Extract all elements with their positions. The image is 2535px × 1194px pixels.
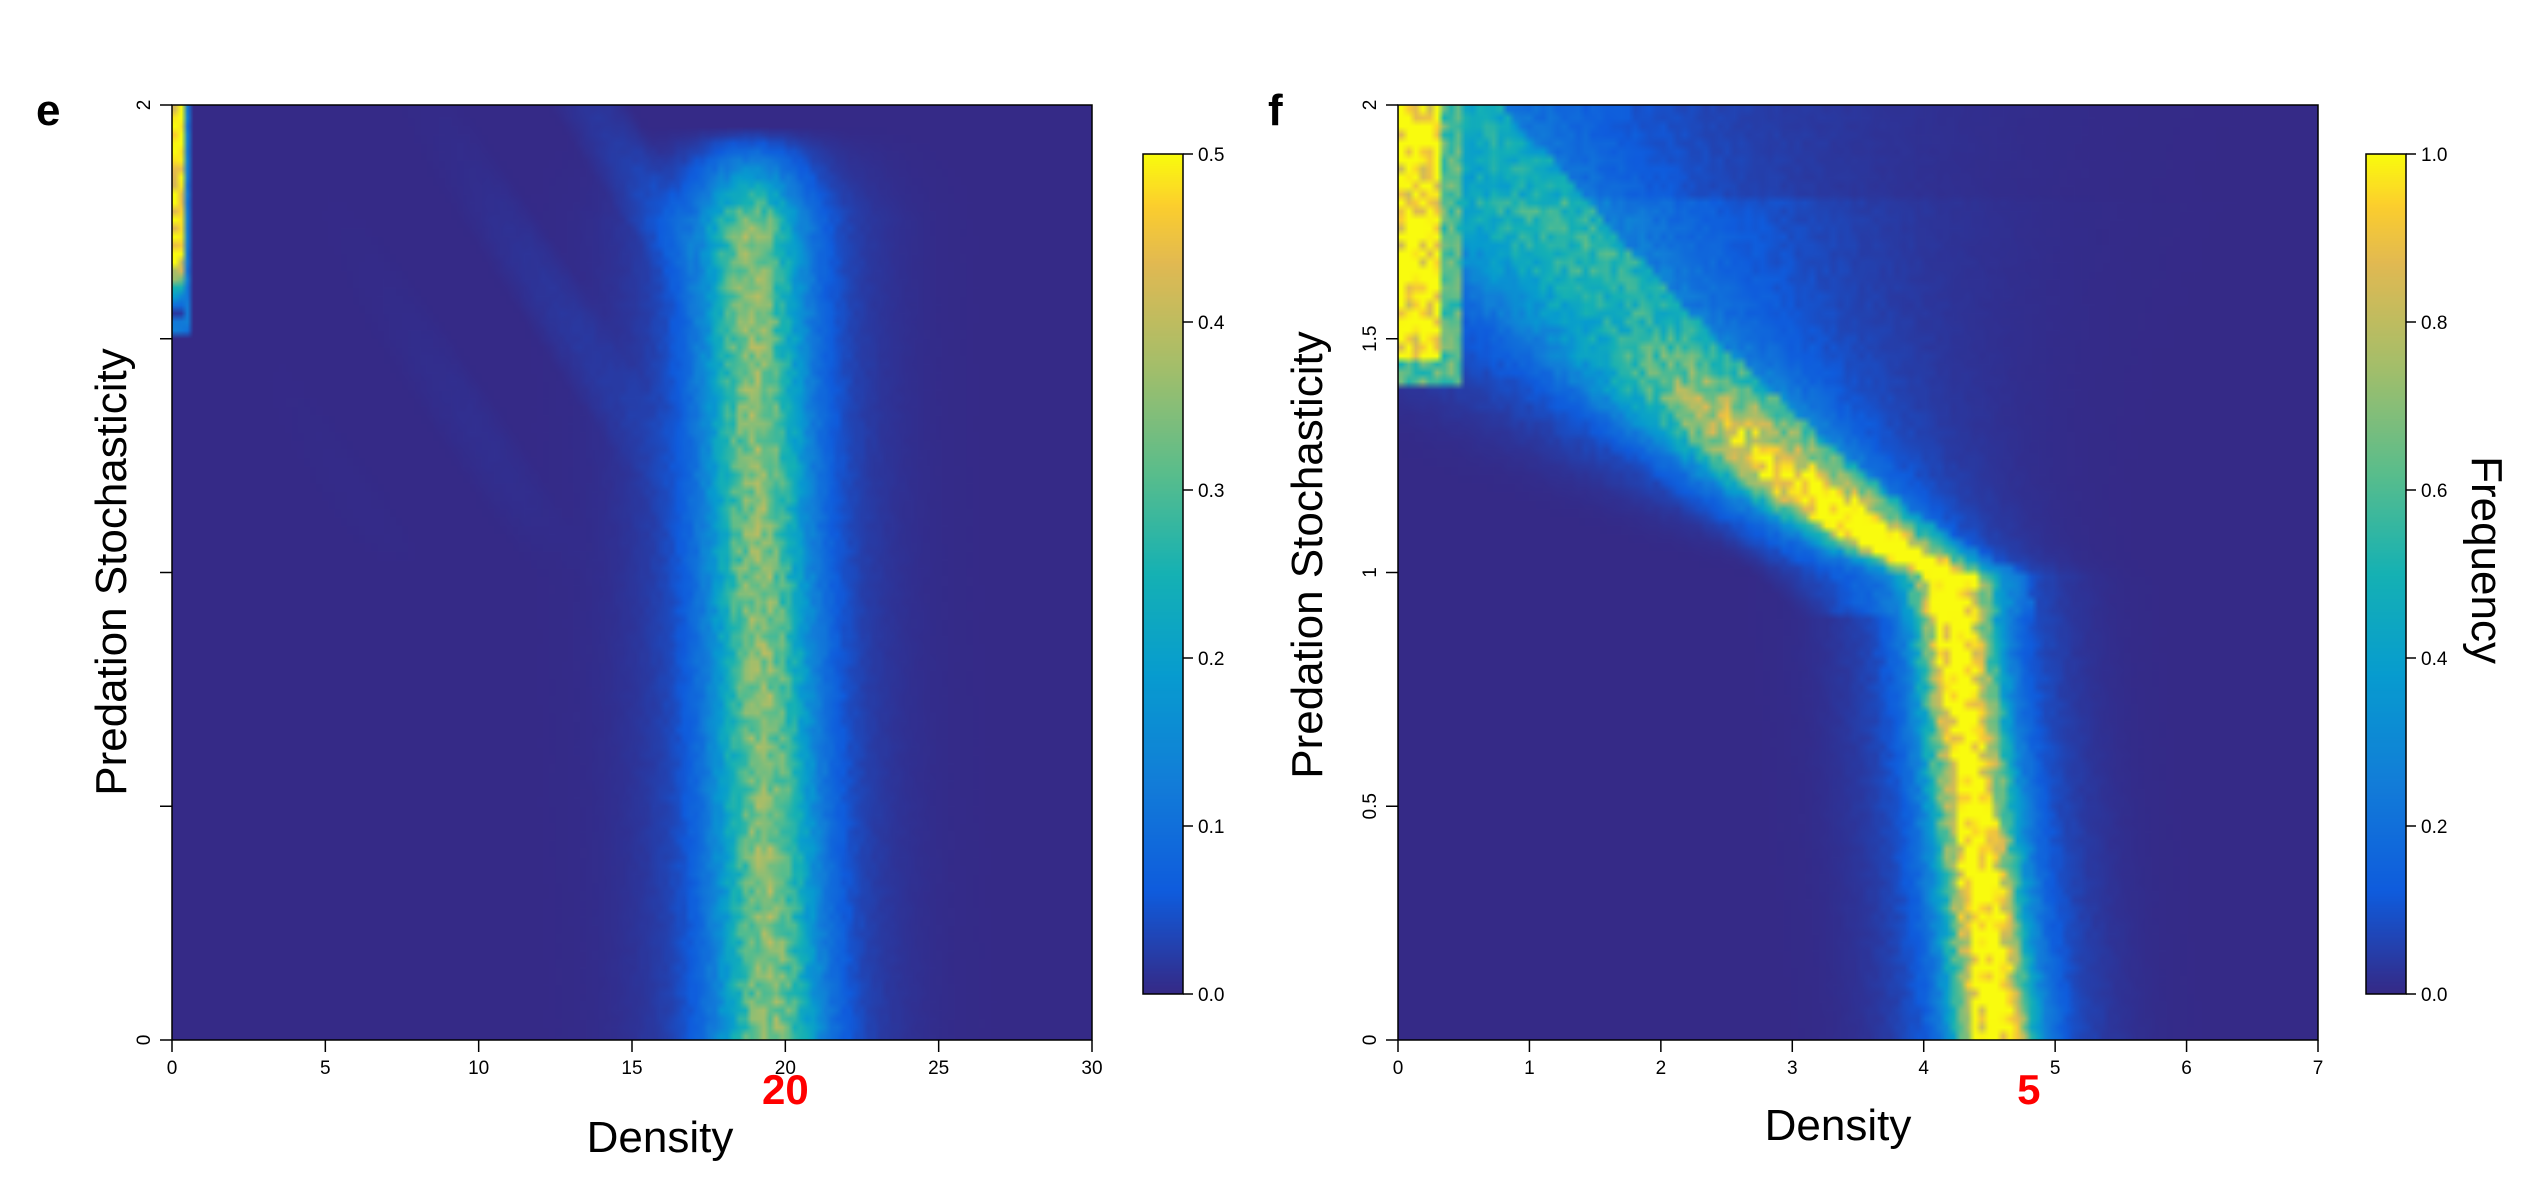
- x-axis-e: 0 5 10 15 20 25 30: [167, 1040, 1103, 1079]
- y-tick-label: 2: [134, 100, 155, 111]
- colorbar-tick-label: 0.0: [1198, 985, 1224, 1006]
- y-tick-label: 0.5: [1360, 793, 1381, 819]
- highlight-label-f: 5: [2017, 1066, 2040, 1113]
- y-tick-label: 1.5: [1360, 326, 1381, 352]
- panel-e: e 0 5 10 15 20 25 30 02 Density Predation Stoc…: [36, 86, 1225, 1162]
- x-tick-label: 30: [1081, 1058, 1102, 1079]
- colorbar-tick-label: 0.6: [2421, 481, 2447, 502]
- colorbar-tick-label: 0.3: [1198, 481, 1224, 502]
- highlight-label-e: 20: [762, 1066, 809, 1113]
- x-tick-label: 5: [320, 1058, 331, 1079]
- y-axis-title-e: Predation Stochasticity: [87, 348, 136, 796]
- x-tick-label: 15: [621, 1058, 642, 1079]
- heatmap-f: [1398, 105, 2318, 1040]
- y-tick-label: 1: [1360, 567, 1381, 578]
- colorbar-tick-label: 1.0: [2421, 145, 2447, 166]
- y-tick-label: 0: [134, 1035, 155, 1046]
- y-axis-e: 02: [134, 100, 172, 1046]
- colorbar-title-f: Frequency: [2462, 456, 2511, 664]
- colorbar-ticks-f: 0.0 0.2 0.4 0.6 0.8 1.0: [2406, 145, 2448, 1006]
- x-tick-label: 0: [1393, 1058, 1404, 1079]
- heatmap-e: [172, 105, 1092, 1040]
- x-axis-title-e: Density: [587, 1113, 734, 1162]
- y-tick-label: 2: [1360, 100, 1381, 111]
- panel-label-f: f: [1268, 86, 1283, 135]
- x-tick-label: 4: [1918, 1058, 1929, 1079]
- x-tick-label: 5: [2050, 1058, 2061, 1079]
- colorbar-e: [1143, 154, 1183, 994]
- x-tick-label: 2: [1656, 1058, 1667, 1079]
- x-tick-label: 0: [167, 1058, 178, 1079]
- colorbar-ticks-e: 0.0 0.1 0.2 0.3 0.4 0.5: [1183, 145, 1225, 1006]
- x-tick-label: 6: [2181, 1058, 2192, 1079]
- colorbar-tick-label: 0.5: [1198, 145, 1224, 166]
- colorbar-tick-label: 0.1: [1198, 817, 1224, 838]
- x-tick-label: 20: [775, 1058, 796, 1079]
- panel-f: f 0 1 2 3 4 5 6 7 0 0.5 1 1.5 2 Density Predation S…: [1268, 86, 2511, 1150]
- x-tick-label: 10: [468, 1058, 489, 1079]
- x-tick-label: 3: [1787, 1058, 1798, 1079]
- colorbar-tick-label: 0.4: [1198, 313, 1225, 334]
- colorbar-tick-label: 0.8: [2421, 313, 2447, 334]
- colorbar-frame-f: [2365, 153, 2407, 995]
- colorbar-tick-label: 0.2: [1198, 649, 1224, 670]
- y-tick-label: 0: [1360, 1035, 1381, 1046]
- colorbar-tick-label: 0.4: [2421, 649, 2448, 670]
- x-axis-title-f: Density: [1765, 1101, 1912, 1150]
- x-axis-f: 0 1 2 3 4 5 6 7: [1393, 1040, 2324, 1079]
- x-tick-label: 25: [928, 1058, 949, 1079]
- colorbar-tick-label: 0.0: [2421, 985, 2447, 1006]
- colorbar-frame-e: [1142, 153, 1184, 995]
- x-tick-label: 7: [2313, 1058, 2324, 1079]
- colorbar-f: [2366, 154, 2406, 994]
- y-axis-title-f: Predation Stochasticity: [1283, 331, 1332, 779]
- colorbar-tick-label: 0.2: [2421, 817, 2447, 838]
- panel-label-e: e: [36, 86, 60, 135]
- x-tick-label: 1: [1524, 1058, 1535, 1079]
- y-axis-f: 0 0.5 1 1.5 2: [1360, 100, 1398, 1046]
